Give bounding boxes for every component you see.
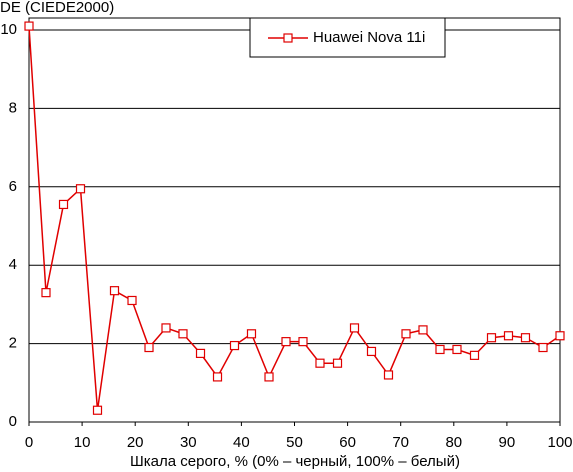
- data-point: [401, 329, 411, 339]
- data-point: [486, 333, 497, 343]
- data-point: [281, 337, 291, 347]
- data-point: [555, 331, 565, 341]
- data-point: [127, 295, 137, 306]
- legend-marker: [283, 33, 293, 43]
- x-tick-label: 40: [233, 434, 250, 451]
- data-point: [109, 286, 120, 296]
- x-tick-label: 30: [180, 434, 197, 451]
- data-point: [178, 329, 188, 339]
- data-point: [332, 358, 343, 368]
- data-point: [520, 333, 531, 343]
- legend-label: Huawei Nova 11i: [313, 29, 425, 46]
- y-tick-label: 10: [0, 21, 17, 38]
- x-tick-label: 100: [547, 434, 572, 451]
- data-point: [161, 323, 171, 333]
- y-tick-label: 0: [9, 413, 17, 430]
- data-point: [41, 288, 51, 298]
- data-point: [418, 325, 428, 335]
- data-point: [58, 199, 69, 210]
- data-point: [349, 323, 360, 333]
- x-tick-label: 80: [445, 434, 462, 451]
- x-tick-label: 0: [25, 434, 33, 451]
- data-point: [435, 344, 445, 355]
- data-line: [28, 26, 561, 411]
- x-tick-label: 10: [74, 434, 91, 451]
- data-point: [92, 405, 103, 415]
- data-point: [383, 370, 394, 380]
- data-point: [503, 331, 514, 341]
- data-point: [538, 342, 548, 353]
- x-tick-label: 70: [392, 434, 409, 451]
- data-point: [212, 372, 223, 382]
- y-tick-label: 2: [9, 335, 17, 352]
- data-point: [315, 358, 325, 368]
- x-tick-label: 50: [286, 434, 303, 451]
- data-point: [195, 348, 206, 358]
- data-point: [24, 21, 34, 31]
- x-tick-label: 60: [339, 434, 356, 451]
- data-point: [366, 346, 377, 357]
- data-point: [246, 329, 257, 339]
- x-axis-label: Шкала серого, % (0% – черный, 100% – бел…: [130, 453, 460, 470]
- data-point: [469, 350, 480, 360]
- data-point: [264, 372, 274, 382]
- x-tick-label: 20: [127, 434, 144, 451]
- data-point: [452, 344, 462, 355]
- plot-frame: [28, 17, 561, 423]
- y-tick-label: 8: [9, 99, 17, 116]
- data-point: [75, 184, 86, 194]
- y-tick-label: 6: [9, 178, 17, 195]
- y-axis-label: DE (CIEDE2000): [0, 0, 114, 16]
- data-point: [144, 342, 154, 353]
- x-tick-label: 90: [499, 434, 516, 451]
- data-point: [229, 340, 240, 351]
- y-tick-label: 4: [9, 256, 17, 273]
- data-point: [298, 337, 308, 347]
